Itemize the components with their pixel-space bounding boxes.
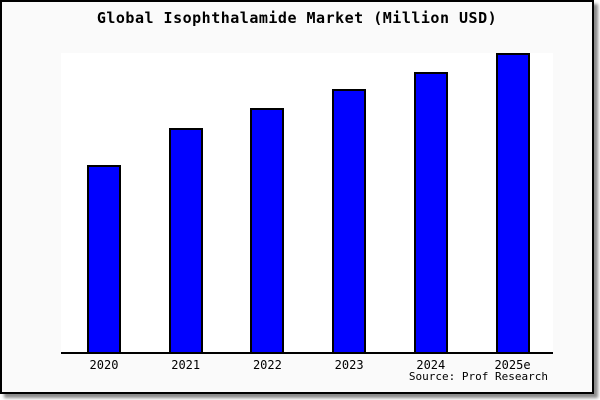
bar-2025e [495, 53, 530, 352]
x-tick-label-2023: 2023 [334, 358, 364, 372]
x-tick-label-2020: 2020 [89, 358, 119, 372]
x-tick-label-2022: 2022 [252, 358, 282, 372]
x-tick-label-2021: 2021 [171, 358, 201, 372]
chart-title: Global Isophthalamide Market (Million US… [96, 9, 498, 27]
bar-2022 [250, 108, 285, 352]
source-label: Source: Prof Research [408, 370, 548, 383]
bar-2024 [413, 72, 448, 352]
bar-2020 [87, 165, 121, 352]
chart-frame: Global Isophthalamide Market (Million US… [0, 0, 594, 394]
plot-area: 2020 2021 2022 2023 2024 2025e [61, 53, 553, 372]
x-tick-label-2024: 2024 [416, 358, 446, 372]
bar-2023 [332, 89, 367, 352]
x-tick-label-2025e: 2025e [494, 358, 531, 372]
bar-2021 [168, 128, 203, 352]
